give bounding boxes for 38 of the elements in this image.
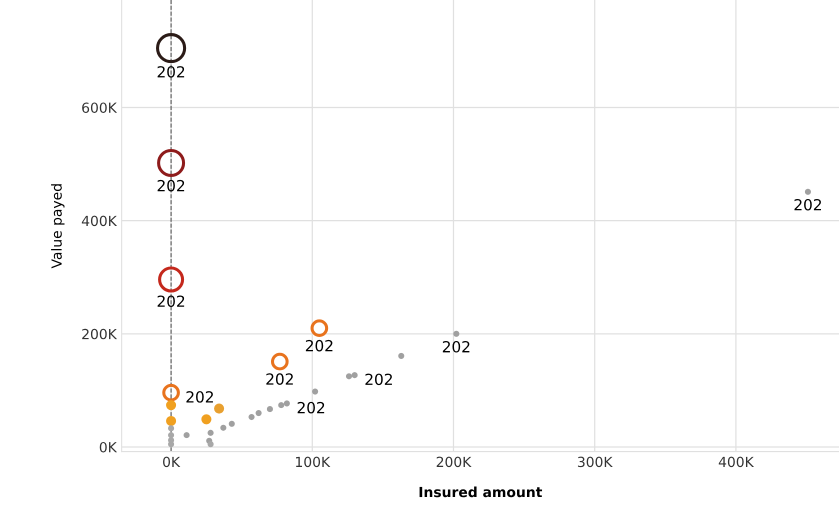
- point: [184, 432, 190, 438]
- x-tick-label: 100K: [296, 456, 330, 468]
- y-axis-title: Value payed: [51, 184, 65, 268]
- point: [398, 352, 404, 359]
- x-axis-title: Insured amount: [420, 486, 542, 498]
- point: [352, 372, 358, 378]
- annotation: 202: [306, 340, 332, 352]
- annotation: 202: [158, 295, 184, 307]
- annotation: 202: [794, 198, 821, 211]
- y-tick-label: 0K: [100, 442, 118, 452]
- annotation: 202: [158, 180, 184, 192]
- point: [248, 414, 255, 420]
- point: [256, 410, 262, 416]
- point: [312, 388, 318, 395]
- annotation: 202: [158, 66, 184, 78]
- point: [278, 402, 284, 408]
- point: [220, 424, 226, 431]
- point: [804, 188, 811, 195]
- annotation: 202: [266, 373, 293, 385]
- point: [284, 400, 290, 406]
- y-tick-label: 400K: [82, 216, 118, 226]
- point: [346, 373, 352, 380]
- x-tick-label: 0K: [163, 456, 180, 468]
- point: [208, 430, 214, 436]
- x-tick-label: 200K: [436, 456, 472, 468]
- annotation: 202: [186, 391, 213, 403]
- x-tick-label: 400K: [718, 456, 754, 468]
- point: [266, 406, 273, 412]
- annotation: 202: [298, 402, 324, 414]
- x-tick-label: 300K: [578, 456, 613, 468]
- point: [168, 425, 174, 432]
- annotation: 202: [442, 340, 470, 353]
- y-tick-label: 600K: [82, 102, 118, 113]
- point: [453, 330, 460, 337]
- point: [228, 420, 235, 427]
- y-tick-label: 200K: [82, 328, 118, 340]
- annotation: 202: [365, 374, 392, 386]
- point: [208, 441, 214, 448]
